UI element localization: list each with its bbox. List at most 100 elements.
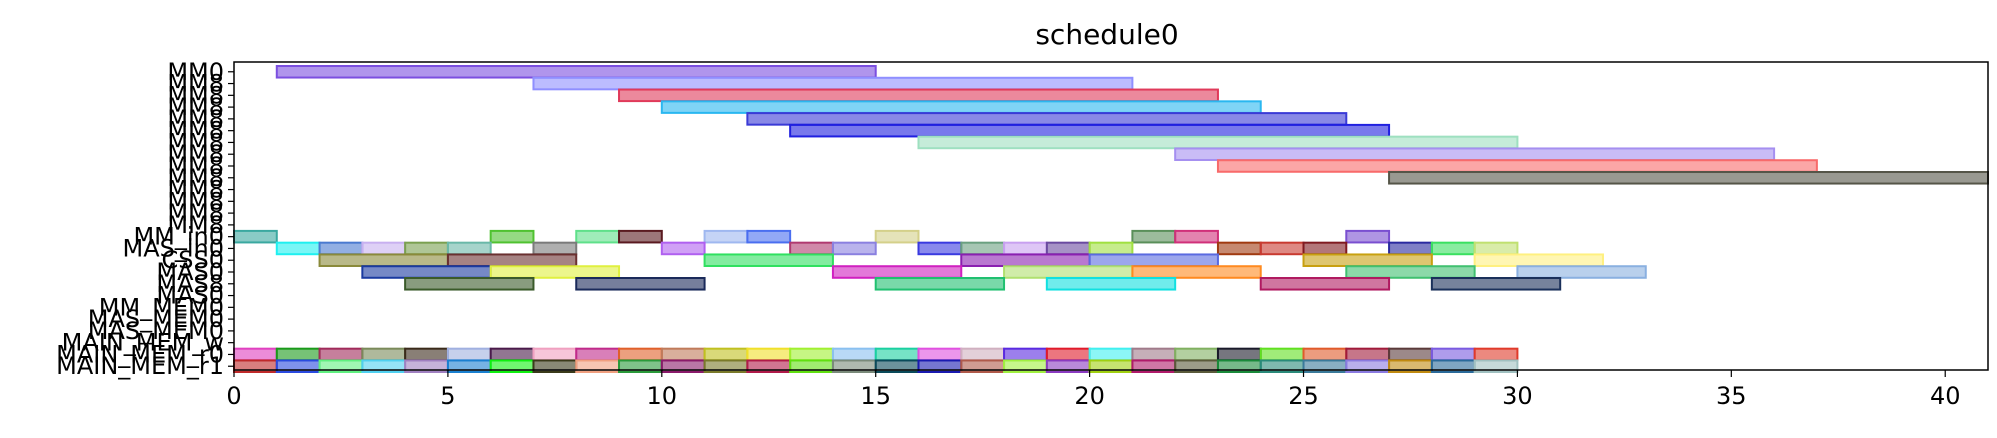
- task-bar: [361, 347, 407, 362]
- task-bar: [532, 347, 578, 362]
- y-tick-label: MM8: [167, 211, 224, 239]
- task-bar: [1473, 253, 1604, 267]
- task-bar: [275, 241, 321, 256]
- task-bar: [746, 229, 792, 244]
- task-bar: [1345, 347, 1391, 362]
- task-bar: [489, 347, 535, 362]
- task-bar: [1516, 265, 1647, 279]
- task-bar: [1259, 277, 1391, 291]
- task-bar: [1216, 241, 1262, 256]
- task-bar: [618, 88, 1219, 103]
- y-tick-label: MM_MEM0: [99, 293, 224, 321]
- task-bar: [575, 229, 621, 244]
- task-bar: [1131, 347, 1177, 362]
- task-bar: [917, 135, 1519, 150]
- task-bar: [789, 123, 1391, 138]
- y-tick-label: MAS_in0: [122, 234, 224, 262]
- y-tick-label: MAS0: [156, 282, 224, 310]
- task-bar: [1430, 347, 1476, 362]
- task-bar: [874, 277, 1006, 291]
- task-bar: [1473, 347, 1519, 362]
- y-tick-label: MM8: [167, 128, 224, 156]
- task-bar: [746, 112, 1348, 126]
- task-bar: [1302, 347, 1348, 362]
- x-tick-label: 10: [647, 382, 678, 410]
- task-bar: [318, 253, 449, 267]
- task-bar: [1473, 241, 1519, 256]
- task-bar: [275, 347, 321, 362]
- y-tick-label: MAIN_MEM_w: [62, 329, 224, 357]
- plot-frame: [233, 61, 1989, 371]
- chart-title: schedule0: [1035, 18, 1178, 51]
- x-axis: 0 5 10 15 20 25 30 35 40: [226, 370, 1960, 410]
- x-tick-label: 20: [1074, 382, 1105, 410]
- task-bar: [1045, 277, 1177, 291]
- task-bar: [1302, 253, 1433, 267]
- y-tick-label: MM8: [167, 187, 224, 215]
- task-bar: [917, 241, 963, 256]
- task-bar: [1003, 347, 1048, 362]
- task-bar: [831, 347, 877, 362]
- task-bar: [532, 76, 1134, 91]
- y-tick-label: MM8: [167, 164, 224, 192]
- y-tick-label: MM8: [167, 176, 224, 204]
- y-tick-label: MM8: [167, 81, 224, 109]
- task-bar: [1430, 277, 1562, 291]
- task-bar: [831, 241, 877, 256]
- task-bar: [233, 347, 278, 362]
- task-bar: [917, 347, 963, 362]
- task-bar: [1430, 241, 1476, 256]
- bars-layer: [233, 65, 1989, 373]
- task-bar: [1088, 241, 1134, 256]
- task-bar: [446, 253, 578, 267]
- y-tick-label: MAS_MEM0: [88, 305, 224, 333]
- task-bar: [618, 347, 663, 362]
- task-bar: [703, 347, 749, 362]
- task-bar: [1088, 347, 1134, 362]
- task-bar: [1216, 159, 1818, 173]
- y-tick-label: MAIN_MEM_r1: [56, 352, 224, 380]
- task-bar: [446, 347, 492, 362]
- task-bar: [404, 277, 535, 291]
- task-bar: [1259, 241, 1305, 256]
- y-tick-label: MM8: [167, 117, 224, 145]
- y-tick-label: MM8: [167, 140, 224, 168]
- task-bar: [618, 229, 663, 244]
- task-bar: [275, 65, 877, 79]
- y-tick-label: MM8: [167, 152, 224, 180]
- y-tick-label: MM8: [167, 70, 224, 98]
- task-bar: [1045, 347, 1091, 362]
- y-tick-label: CSS0: [162, 246, 225, 274]
- task-bar: [1388, 171, 1989, 185]
- task-bar: [1345, 229, 1391, 244]
- task-bar: [1174, 347, 1219, 362]
- y-axis: MM0MM8MM8MM8MM8MM8MM8MM8MM8MM8MM8MM8MM8M…: [56, 58, 234, 380]
- task-bar: [660, 241, 706, 256]
- task-bar: [1216, 347, 1262, 362]
- task-bar: [660, 100, 1262, 114]
- y-tick-label: MAIN_MEM_r0: [56, 340, 224, 368]
- task-bar: [404, 241, 449, 256]
- task-bar: [446, 241, 492, 256]
- task-bar: [1131, 265, 1262, 279]
- y-tick-label: MM8: [167, 199, 224, 227]
- y-tick-label: MAS_MEM0: [88, 317, 224, 345]
- y-tick-label: MM8: [167, 105, 224, 133]
- task-bar: [1388, 347, 1433, 362]
- task-bar: [1045, 241, 1091, 256]
- task-bar: [318, 241, 364, 256]
- task-bar: [960, 253, 1091, 267]
- task-bar: [1174, 229, 1219, 244]
- y-tick-label: MM8: [167, 93, 224, 121]
- x-tick-label: 5: [440, 382, 455, 410]
- task-bar: [1088, 253, 1219, 267]
- task-bar: [361, 241, 407, 256]
- task-bar: [1003, 241, 1048, 256]
- task-bar: [1345, 265, 1476, 279]
- task-bar: [789, 347, 834, 362]
- task-bar: [1131, 229, 1177, 244]
- task-bar: [660, 347, 706, 362]
- task-bar: [789, 241, 834, 256]
- task-bar: [233, 229, 278, 244]
